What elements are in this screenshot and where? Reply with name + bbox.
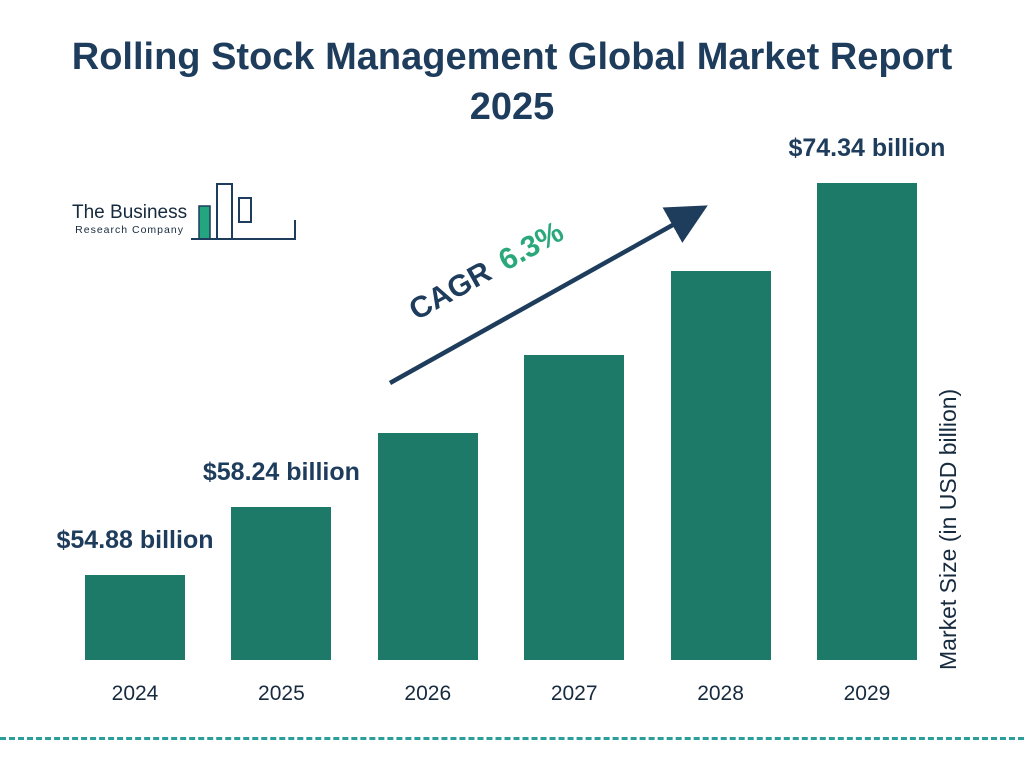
x-axis-tick-2029: 2029 — [843, 682, 891, 705]
company-logo: The Business Research Company — [72, 178, 301, 250]
bar-2029 — [816, 183, 917, 660]
x-axis-tick-2024: 2024 — [111, 682, 159, 705]
x-axis-tick-2027: 2027 — [550, 682, 598, 705]
bar-value-label-2024: $54.88 billion — [56, 525, 214, 554]
bar-2024 — [85, 575, 185, 660]
bar-2025 — [231, 507, 332, 660]
bar-2028 — [670, 271, 771, 660]
logo-name-line2: Research Company — [75, 224, 184, 236]
bar-column-2024: $54.88 billion 2024 — [56, 522, 213, 706]
x-axis-tick-2025: 2025 — [258, 682, 305, 705]
bar-column-2026: 2026 — [377, 433, 478, 705]
bar-column-2028: 2028 — [670, 271, 771, 705]
bar-value-label-2029: $74.34 billion — [788, 133, 946, 162]
bar-column-2025: $58.24 billion 2025 — [203, 454, 360, 706]
bar-chart-plot-area: $54.88 billion 2024 $58.24 billion 2025 2026… — [56, 130, 945, 706]
bar-chart-logo-icon — [191, 183, 297, 240]
bar-2027 — [524, 355, 625, 660]
bar-value-label-2025: $58.24 billion — [202, 457, 360, 486]
bar-2026 — [377, 433, 478, 660]
x-axis-tick-2028: 2028 — [697, 682, 744, 705]
page-title: Rolling Stock Management Global Market R… — [71, 36, 953, 129]
y-axis-label: Market Size (in USD billion) — [935, 388, 961, 670]
bar-column-2027: 2027 — [524, 355, 625, 705]
logo-name-line1: The Business — [72, 202, 188, 223]
bar-column-2029: $74.34 billion 2029 — [788, 130, 945, 706]
company-logo-text: The Business Research Company — [72, 202, 187, 250]
bottom-dashed-divider — [0, 737, 1024, 740]
x-axis-tick-2026: 2026 — [404, 682, 452, 705]
